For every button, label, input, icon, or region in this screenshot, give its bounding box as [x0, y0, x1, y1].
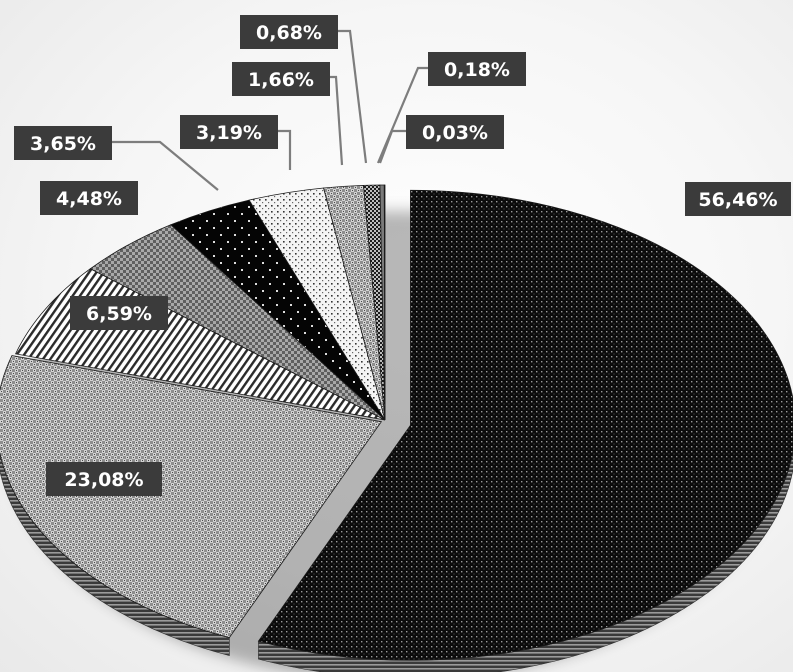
pie-slice: [383, 184, 386, 421]
data-label-box: [70, 296, 168, 330]
data-label: 1,66%: [232, 62, 330, 96]
data-label-text: 0,03%: [422, 122, 488, 144]
data-label: 0,68%: [240, 15, 338, 49]
data-label-text: 3,19%: [196, 122, 262, 144]
data-label-text: 56,46%: [698, 189, 777, 211]
data-label: 0,18%: [428, 52, 526, 86]
data-label-box: [14, 126, 112, 160]
data-label-text: 23,08%: [64, 469, 143, 491]
data-label-text: 4,48%: [56, 188, 122, 210]
pie-layer: [0, 184, 793, 672]
leader-line: [278, 129, 292, 170]
data-label-box: [685, 182, 791, 216]
leader-line: [378, 129, 406, 164]
data-label: 3,19%: [180, 115, 278, 149]
data-label-box: [406, 115, 504, 149]
data-label-box: [180, 115, 278, 149]
pie-slice: [257, 189, 793, 661]
label-layer: 56,46% 23,08% 6,59% 4,48% 3,65% 3,19% 1,66% 0,6…: [14, 15, 791, 496]
data-label-text: 1,66%: [248, 69, 314, 91]
leader-line: [338, 29, 368, 164]
data-label-text: 0,18%: [444, 59, 510, 81]
data-label-box: [428, 52, 526, 86]
leader-line: [112, 140, 219, 191]
data-label: 3,65%: [14, 126, 112, 160]
data-label-box: [232, 62, 330, 96]
data-label-text: 6,59%: [86, 303, 152, 325]
pie-slice: [0, 355, 383, 639]
data-label: 56,46%: [685, 182, 791, 216]
data-label-text: 3,65%: [30, 133, 96, 155]
data-label-box: [46, 462, 162, 496]
data-label: 6,59%: [70, 296, 168, 330]
data-label-box: [240, 15, 338, 49]
data-label: 23,08%: [46, 462, 162, 496]
data-label-text: 0,68%: [256, 22, 322, 44]
data-label: 0,03%: [406, 115, 504, 149]
leader-line: [330, 75, 344, 166]
data-label: 4,48%: [40, 181, 138, 215]
data-label-box: [40, 181, 138, 215]
